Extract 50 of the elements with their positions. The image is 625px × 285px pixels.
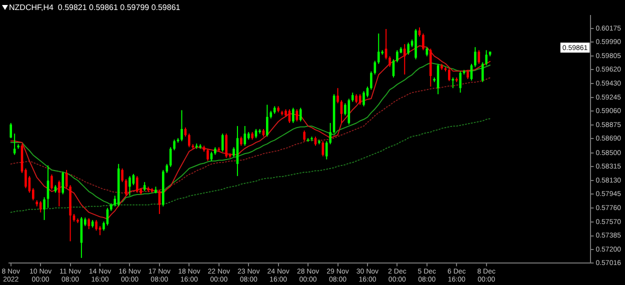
- candlestick: [292, 107, 294, 124]
- candlestick: [128, 176, 131, 196]
- candlestick: [303, 130, 306, 142]
- candlestick: [173, 139, 176, 151]
- candlestick: [240, 136, 242, 146]
- candlestick: [448, 68, 450, 82]
- candlestick: [336, 88, 339, 104]
- candlestick: [206, 148, 209, 162]
- candlestick: [384, 28, 388, 60]
- candlestick: [466, 69, 469, 80]
- candlestick: [10, 122, 12, 139]
- candlestick: [351, 92, 354, 102]
- candlestick: [481, 62, 484, 83]
- candlestick: [296, 108, 298, 122]
- candlestick: [358, 94, 362, 106]
- candlestick: [485, 50, 488, 66]
- candlestick: [377, 33, 380, 64]
- line-series: [10, 118, 491, 213]
- candlestick: [422, 33, 424, 51]
- candlestick: [50, 174, 53, 190]
- candlestick: [396, 50, 398, 63]
- candlestick: [166, 163, 168, 174]
- candlestick: [459, 70, 462, 94]
- candlestick: [188, 133, 190, 148]
- candlestick: [88, 218, 90, 230]
- candlestick: [355, 94, 358, 104]
- candlestick: [158, 189, 161, 214]
- candlestick: [58, 180, 60, 207]
- candlestick: [403, 44, 406, 75]
- candlestick: [62, 171, 64, 195]
- candlestick: [180, 110, 183, 142]
- candlestick: [266, 104, 268, 138]
- candlestick: [478, 50, 480, 64]
- candlestick: [362, 90, 365, 107]
- candlestick: [407, 42, 410, 56]
- candlestick: [329, 122, 332, 145]
- candlestick: [43, 196, 46, 220]
- chart-title: NZDCHF,H4 0.59821 0.59861 0.59799 0.59861: [9, 3, 181, 12]
- candlestick: [136, 176, 138, 194]
- candlestick: [388, 56, 391, 68]
- candlestick: [322, 140, 324, 157]
- candlestick: [121, 168, 124, 183]
- candlestick: [244, 126, 246, 146]
- candlestick: [474, 46, 476, 68]
- candlestick: [225, 133, 228, 158]
- candlestick: [95, 220, 98, 232]
- candlestick: [325, 140, 328, 160]
- candlestick: [370, 70, 372, 90]
- candlestick: [221, 133, 224, 152]
- candlestick: [299, 107, 302, 122]
